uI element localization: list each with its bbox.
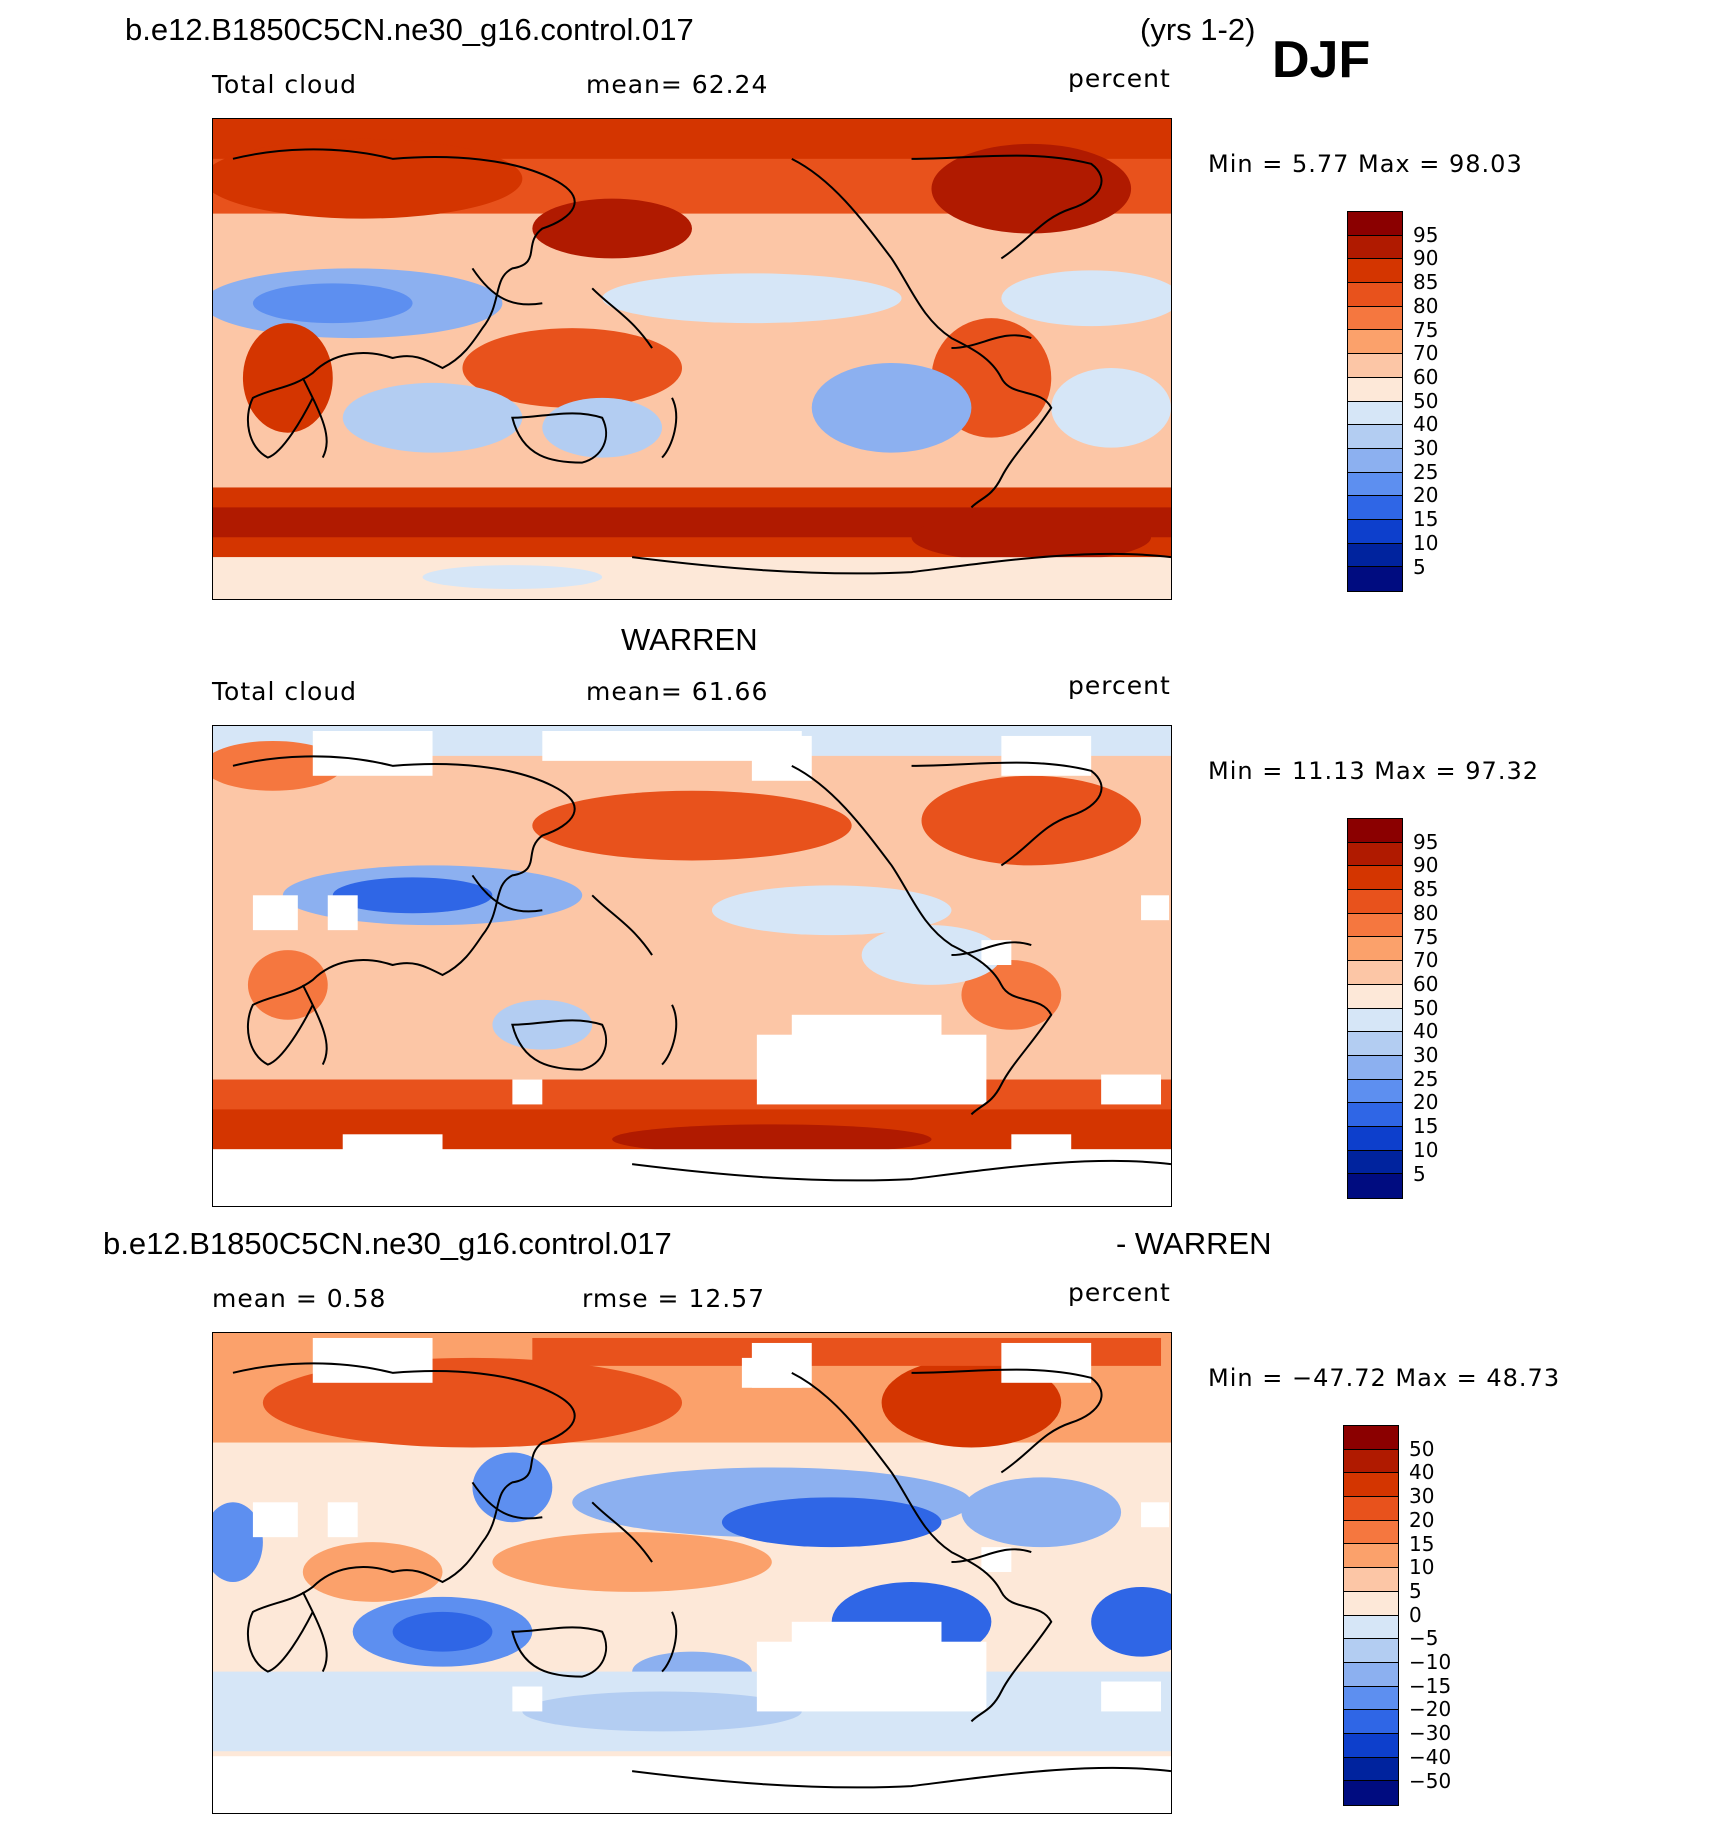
panel2-colorbar: [1347, 818, 1403, 1199]
colorbar-tick-label: 20: [1409, 1507, 1435, 1532]
panel1-map: [212, 118, 1172, 600]
colorbar-tick-label: 5: [1413, 554, 1426, 579]
colorbar-tick-label: 95: [1413, 222, 1439, 247]
panel3-colorbar: [1343, 1425, 1399, 1806]
panel1-minmax: Min = 5.77 Max = 98.03: [1208, 150, 1523, 178]
colorbar-tick-label: 5: [1409, 1578, 1422, 1603]
colorbar-tick-label: 30: [1413, 1043, 1439, 1067]
panel3-rmse: rmse = 12.57: [582, 1284, 766, 1313]
colorbar-tick-label: 40: [1413, 412, 1439, 437]
case-title: b.e12.B1850C5CN.ne30_g16.control.017: [125, 12, 694, 47]
colorbar-tick-label: −5: [1409, 1626, 1439, 1651]
panel3-minmax: Min = −47.72 Max = 48.73: [1208, 1364, 1561, 1392]
colorbar-tick-label: 50: [1409, 1436, 1435, 1461]
colorbar-tick-label: 50: [1413, 388, 1439, 413]
colorbar-tick-label: −10: [1409, 1650, 1452, 1674]
colorbar-tick-label: 60: [1413, 971, 1439, 996]
season-label: DJF: [1272, 31, 1371, 89]
panel1-mean: mean= 62.24: [586, 70, 769, 99]
colorbar-tick-label: −15: [1409, 1673, 1452, 1698]
colorbar-tick-label: 75: [1413, 924, 1439, 949]
colorbar-tick-label: 80: [1413, 900, 1439, 925]
colorbar-tick-label: 40: [1413, 1019, 1439, 1044]
colorbar-tick-label: 85: [1413, 270, 1439, 295]
colorbar-tick-label: 80: [1413, 293, 1439, 318]
colorbar-tick-label: 75: [1413, 317, 1439, 342]
colorbar-tick-label: 0: [1409, 1602, 1422, 1627]
panel3-heading-right: - WARREN: [1116, 1226, 1272, 1261]
colorbar-tick-label: 90: [1413, 853, 1439, 878]
colorbar-tick-label: 40: [1409, 1460, 1435, 1485]
colorbar-tick-label: −50: [1409, 1768, 1452, 1793]
colorbar-tick-label: 15: [1413, 507, 1439, 532]
colorbar-tick-label: 5: [1413, 1161, 1426, 1186]
colorbar-tick-label: 25: [1413, 1066, 1439, 1091]
panel3-units: percent: [1068, 1278, 1171, 1307]
colorbar-tick-label: 60: [1413, 364, 1439, 389]
colorbar-tick-label: 10: [1413, 1137, 1439, 1162]
colorbar-tick-label: 20: [1413, 1090, 1439, 1115]
panel2-variable: Total cloud: [212, 677, 358, 706]
colorbar-tick-label: 30: [1409, 1484, 1435, 1509]
panel2-mean: mean= 61.66: [586, 677, 769, 706]
panel1-colorbar: [1347, 211, 1403, 592]
panel2-minmax: Min = 11.13 Max = 97.32: [1208, 757, 1539, 785]
colorbar-tick-label: 25: [1413, 459, 1439, 484]
colorbar-tick-label: 15: [1409, 1531, 1435, 1556]
colorbar-tick-label: 90: [1413, 246, 1439, 271]
panel3-mean: mean = 0.58: [212, 1284, 387, 1313]
colorbar-tick-label: 15: [1413, 1114, 1439, 1139]
colorbar-tick-label: 70: [1413, 948, 1439, 973]
colorbar-tick-label: 20: [1413, 483, 1439, 508]
panel3-heading-left: b.e12.B1850C5CN.ne30_g16.control.017: [103, 1226, 672, 1261]
colorbar-tick-label: 85: [1413, 877, 1439, 902]
panel2-map: [212, 725, 1172, 1207]
colorbar-tick-label: 10: [1413, 530, 1439, 555]
panel2-units: percent: [1068, 671, 1171, 700]
panel3-map: [212, 1332, 1172, 1814]
colorbar-tick-label: 10: [1409, 1555, 1435, 1580]
colorbar-tick-label: 30: [1413, 436, 1439, 460]
colorbar-tick-label: −30: [1409, 1721, 1452, 1746]
colorbar-tick-label: −20: [1409, 1697, 1452, 1722]
panel1-variable: Total cloud: [212, 70, 358, 99]
colorbar-tick-label: −40: [1409, 1744, 1452, 1769]
panel2-heading: WARREN: [621, 622, 758, 657]
colorbar-tick-label: 70: [1413, 341, 1439, 366]
years-label: (yrs 1-2): [1140, 12, 1256, 47]
panel1-units: percent: [1068, 64, 1171, 93]
colorbar-tick-label: 50: [1413, 995, 1439, 1020]
colorbar-tick-label: 95: [1413, 829, 1439, 854]
